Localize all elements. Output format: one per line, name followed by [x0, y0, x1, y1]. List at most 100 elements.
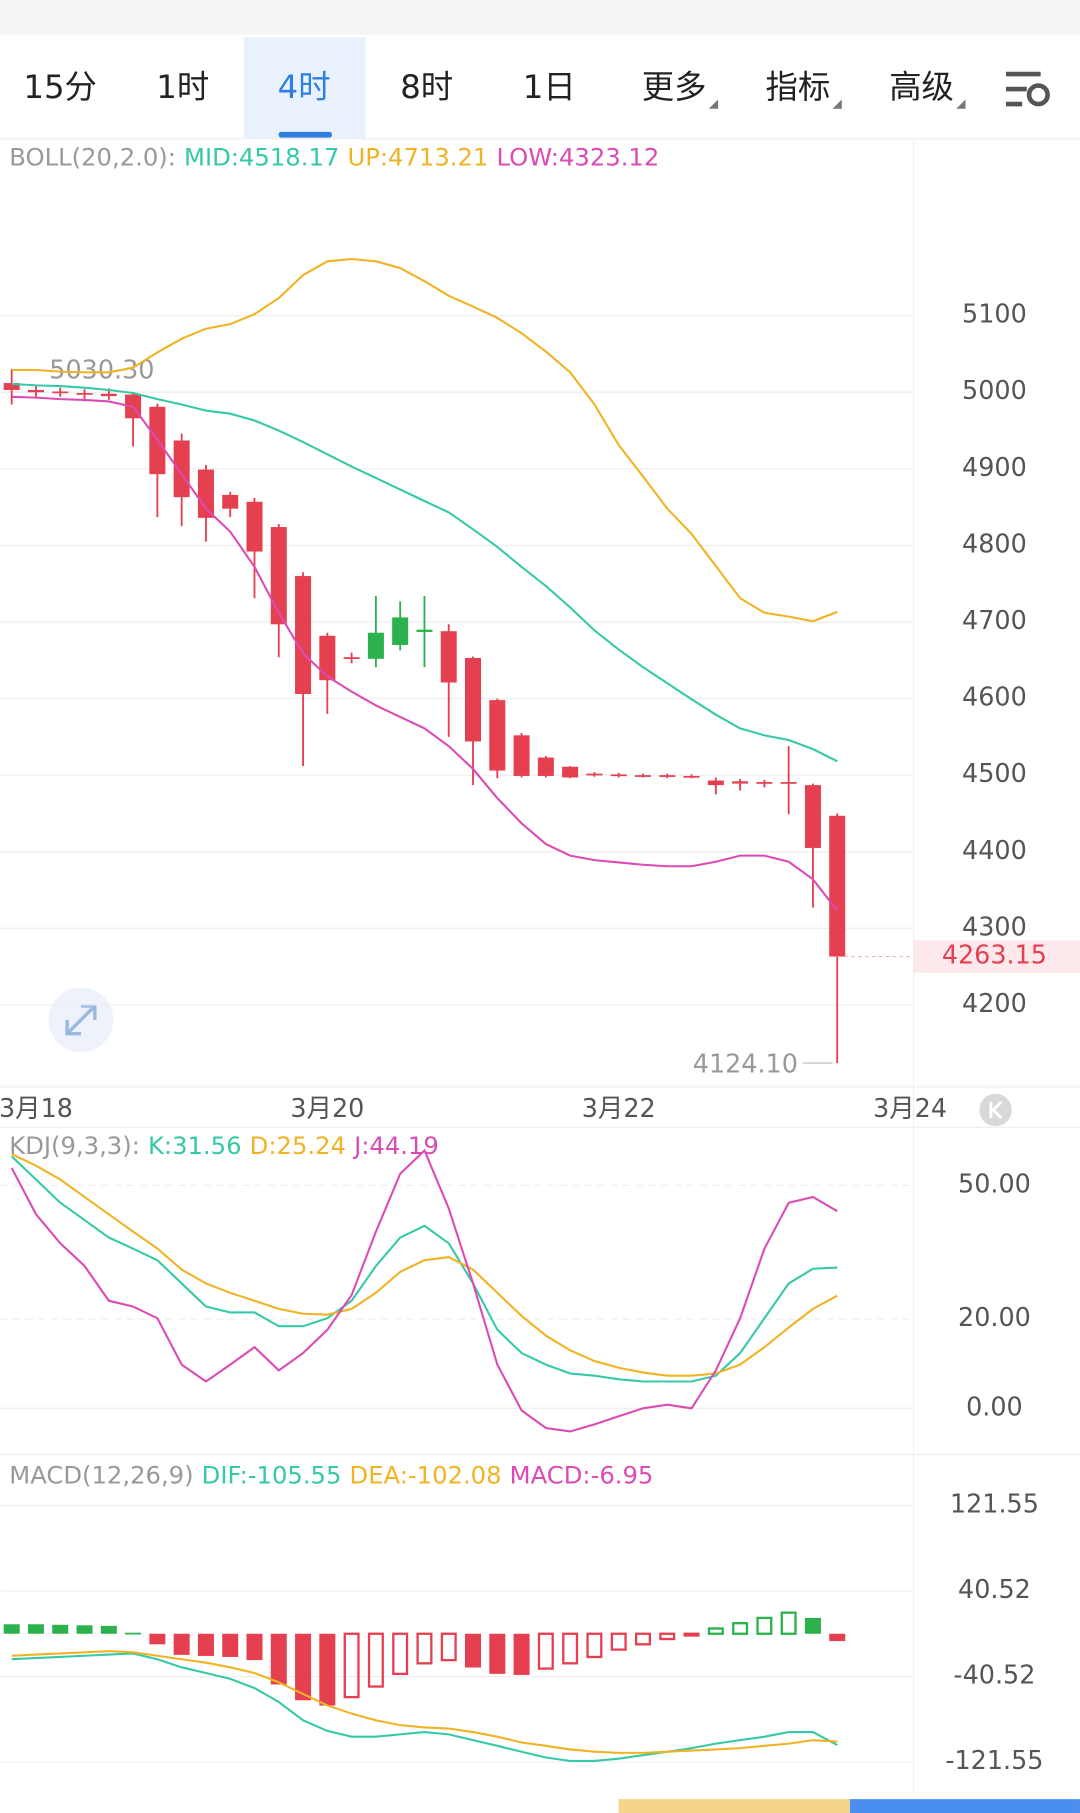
tab[interactable]: 1日: [523, 68, 576, 106]
x-tick-label: 3月22: [582, 1093, 656, 1123]
macd-bar: [537, 1632, 554, 1670]
indicator-value: D:25.24: [250, 1131, 346, 1160]
indicator-value: J:44.19: [352, 1131, 439, 1160]
y-tick-label: -121.55: [945, 1745, 1043, 1775]
candle-body: [732, 781, 749, 784]
candle-body: [197, 469, 214, 518]
candle-body: [440, 631, 457, 683]
settings-icon[interactable]: [1005, 71, 1050, 107]
indicator-title: BOLL(20,2.0):: [9, 142, 176, 171]
candle-body: [173, 440, 190, 498]
tab[interactable]: 1时: [156, 68, 209, 106]
bottom-bar: [618, 1799, 850, 1813]
indicator-value: K:31.56: [148, 1131, 242, 1160]
macd-bar: [489, 1633, 506, 1674]
candle-body: [610, 774, 627, 777]
candle-body: [27, 389, 44, 393]
dropdown-mark: [956, 99, 966, 109]
indicator-header: MACD(12,26,9) DIF:-105.55 DEA:-102.08 MACD:…: [9, 1461, 653, 1490]
candle-body: [367, 632, 384, 659]
candle-body: [634, 775, 651, 777]
candle-body: [392, 617, 409, 645]
indicator-value: MACD:-6.95: [510, 1461, 654, 1490]
tab[interactable]: 指标: [765, 68, 830, 106]
macd-bar: [52, 1624, 69, 1634]
y-tick-label: 4800: [962, 528, 1027, 558]
tab[interactable]: 4时: [278, 68, 331, 106]
reset-button[interactable]: [979, 1093, 1012, 1127]
candle-body: [586, 773, 603, 776]
macd-bar: [586, 1632, 603, 1659]
indicator-title: MACD(12,26,9): [9, 1461, 193, 1490]
plot-area: 15分 1时 4时 8时 1日 更多 指标 高级 4200 4300 4400 4500 4600 470…: [0, 68, 1080, 1775]
macd-bar: [197, 1633, 214, 1656]
macd-bar: [222, 1633, 239, 1657]
indicator-line: [11, 257, 838, 623]
candle-body: [416, 629, 433, 632]
macd-bar: [319, 1633, 336, 1706]
candle-body: [270, 527, 287, 625]
macd-bar: [829, 1633, 846, 1642]
macd-bar: [513, 1633, 530, 1675]
dropdown-mark: [708, 99, 719, 109]
expand-button[interactable]: [48, 987, 114, 1053]
y-tick-label: 5100: [962, 299, 1027, 329]
macd-bar: [610, 1632, 627, 1651]
y-tick-label: -40.52: [953, 1660, 1035, 1690]
active-tab-bg: [244, 37, 366, 139]
indicator-header: BOLL(20,2.0): MID:4518.17 UP:4713.21 LOW:43…: [9, 142, 659, 171]
macd-bar: [295, 1633, 312, 1701]
candle-body: [76, 393, 93, 395]
candle-body: [707, 780, 724, 786]
indicator-line: [11, 395, 839, 912]
y-tick-label: 40.52: [958, 1574, 1031, 1604]
candle-body: [829, 815, 846, 957]
indicator-value: UP:4713.21: [347, 142, 488, 171]
y-tick-label: 4400: [962, 835, 1027, 865]
indicator-line: [11, 1652, 838, 1763]
candle-body: [562, 766, 579, 778]
x-tick-label: 3月18: [0, 1093, 73, 1123]
tab[interactable]: 高级: [889, 68, 954, 106]
x-tick-label: 3月20: [290, 1093, 364, 1123]
tab[interactable]: 8时: [400, 68, 453, 106]
indicator-line: [11, 1153, 838, 1377]
candle-body: [683, 775, 700, 778]
macd-bar: [76, 1625, 93, 1634]
candle-body: [319, 635, 336, 681]
candle-body: [52, 391, 69, 394]
indicator-value: MID:4518.17: [184, 142, 339, 171]
y-tick-label: 50.00: [958, 1168, 1031, 1198]
macd-bar: [683, 1632, 700, 1637]
macd-bar: [440, 1632, 457, 1662]
candle-body: [537, 757, 554, 776]
macd-bar: [343, 1632, 360, 1699]
macd-bar: [270, 1633, 287, 1685]
macd-bar: [707, 1627, 724, 1635]
macd-bar: [100, 1625, 117, 1634]
candle-body: [295, 576, 312, 694]
macd-bar: [804, 1617, 821, 1634]
candle-body: [804, 785, 821, 848]
candle-body: [222, 494, 239, 509]
tab[interactable]: 更多: [642, 68, 707, 106]
active-tab-indicator: [278, 131, 332, 138]
candle-body: [343, 657, 360, 659]
tab[interactable]: 15分: [23, 68, 97, 106]
macd-bar: [416, 1632, 433, 1665]
macd-bar: [465, 1633, 482, 1668]
y-tick-label: 5000: [962, 375, 1027, 405]
candle-body: [3, 383, 20, 390]
candle-body: [489, 700, 506, 771]
macd-bar: [732, 1622, 749, 1635]
y-tick-label: 4200: [962, 988, 1027, 1018]
macd-bar: [659, 1632, 676, 1641]
extreme-label: 5030.30: [49, 354, 154, 384]
macd-bar: [3, 1624, 20, 1634]
y-tick-label: 4600: [962, 682, 1027, 712]
macd-bar: [125, 1632, 142, 1635]
y-tick-label: 4700: [962, 605, 1027, 635]
macd-bar: [634, 1632, 651, 1646]
indicator-line: [10, 1148, 838, 1433]
y-tick-label: 121.55: [950, 1488, 1039, 1518]
